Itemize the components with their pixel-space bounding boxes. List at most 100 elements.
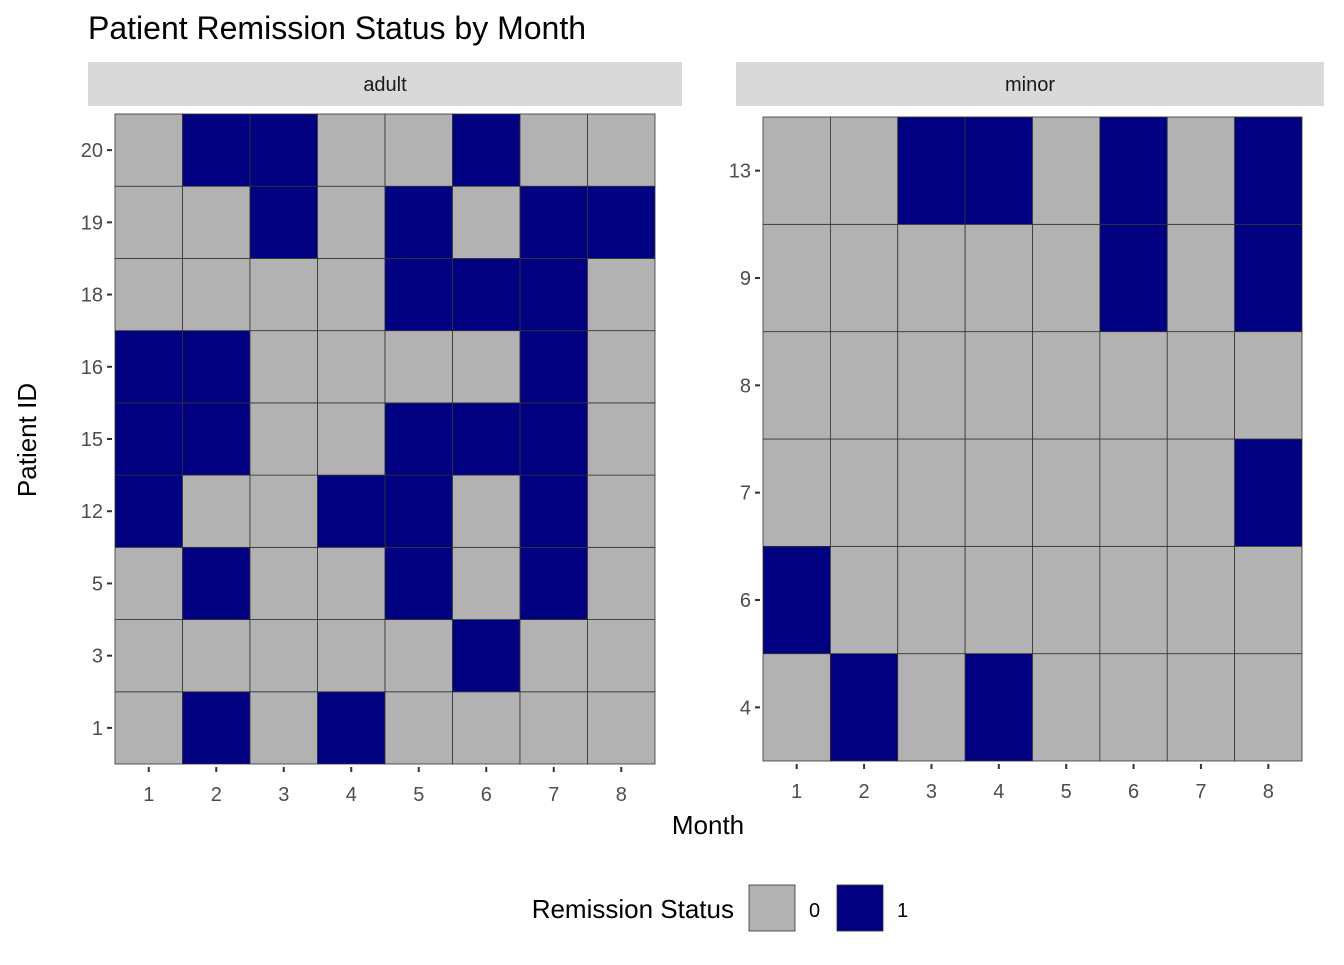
- x-tick-label: 1: [143, 784, 154, 806]
- heatmap-cell: [519, 402, 588, 476]
- heatmap-cell: [762, 438, 831, 547]
- heatmap-cell: [249, 185, 318, 259]
- heatmap-cell: [384, 113, 453, 187]
- heatmap-cell: [452, 546, 521, 620]
- x-tick-label: 3: [926, 781, 937, 803]
- heatmap-cell: [452, 113, 521, 187]
- heatmap-cell: [182, 185, 251, 259]
- heatmap-cell: [519, 258, 588, 332]
- heatmap-cell: [249, 546, 318, 620]
- heatmap-cell: [384, 258, 453, 332]
- heatmap-cell: [1234, 653, 1303, 762]
- heatmap-cell: [317, 691, 386, 765]
- heatmap-cell: [1099, 545, 1168, 655]
- x-axis-title: Month: [672, 810, 744, 840]
- heatmap-cell: [519, 185, 588, 259]
- x-tick-label: 6: [481, 784, 492, 806]
- heatmap-cell: [587, 474, 656, 548]
- heatmap-cell: [964, 331, 1033, 440]
- heatmap-cell: [1166, 223, 1236, 333]
- y-tick-label: 4: [740, 697, 751, 719]
- heatmap-cell: [1032, 116, 1101, 225]
- heatmap-cell: [249, 474, 318, 548]
- x-tick-label: 2: [211, 784, 222, 806]
- heatmap-cell: [1166, 116, 1236, 225]
- heatmap-cell: [762, 116, 831, 225]
- y-tick-label: 12: [81, 501, 103, 523]
- y-tick-label: 1: [92, 718, 103, 740]
- legend-key-0: [748, 884, 796, 932]
- facet-strip-label: adult: [363, 74, 407, 96]
- heatmap-cell: [317, 402, 386, 476]
- heatmap-cell: [897, 223, 966, 333]
- heatmap-cell: [829, 438, 899, 547]
- x-tick-label: 8: [1263, 781, 1274, 803]
- heatmap-cell: [114, 185, 183, 259]
- heatmap-cell: [452, 258, 521, 332]
- heatmap-cell: [317, 474, 386, 548]
- heatmap-cell: [1166, 438, 1236, 547]
- y-axis-title: Patient ID: [12, 383, 42, 497]
- heatmap-cell: [182, 619, 251, 693]
- y-tick-label: 20: [81, 140, 103, 162]
- heatmap-cell: [587, 113, 656, 187]
- heatmap-cell: [519, 330, 588, 404]
- legend-label: 0: [809, 900, 820, 922]
- y-tick-label: 3: [92, 646, 103, 668]
- heatmap-cell: [182, 474, 251, 548]
- heatmap-cell: [249, 691, 318, 765]
- heatmap-cell: [114, 330, 183, 404]
- heatmap-cell: [587, 258, 656, 332]
- x-tick-label: 8: [616, 784, 627, 806]
- legend-label: 1: [897, 900, 908, 922]
- heatmap-cell: [452, 619, 521, 693]
- heatmap-cell: [964, 438, 1033, 547]
- heatmap-cell: [897, 116, 966, 225]
- heatmap-cell: [182, 330, 251, 404]
- x-tick-label: 5: [1061, 781, 1072, 803]
- heatmap-cell: [829, 223, 899, 333]
- heatmap-cell: [182, 113, 251, 187]
- heatmap-cell: [384, 402, 453, 476]
- legend-key-1: [836, 884, 884, 932]
- heatmap-cell: [182, 691, 251, 765]
- heatmap-cell: [182, 402, 251, 476]
- x-tick-label: 5: [413, 784, 424, 806]
- heatmap-cell: [452, 691, 521, 765]
- heatmap-cell: [964, 653, 1033, 762]
- facet-panel-minor: minor 4 6 7 8 9 13 1 2 3 4 5 6 7 8: [729, 62, 1324, 803]
- heatmap-cell: [317, 619, 386, 693]
- heatmap-cell: [587, 546, 656, 620]
- heatmap-cell: [762, 653, 831, 762]
- heatmap-cell: [317, 546, 386, 620]
- heatmap-cell: [114, 619, 183, 693]
- heatmap-cell: [897, 653, 966, 762]
- heatmap-cell: [1099, 438, 1168, 547]
- y-tick-label: 5: [92, 573, 103, 595]
- heatmap-cell: [114, 113, 183, 187]
- heatmap-cell: [249, 258, 318, 332]
- heatmap-cell: [249, 330, 318, 404]
- heatmap-cell: [249, 619, 318, 693]
- heatmap-cell: [114, 474, 183, 548]
- heatmap-cell: [587, 330, 656, 404]
- heatmap-cell: [1032, 438, 1101, 547]
- heatmap-cell: [182, 258, 251, 332]
- heatmap-cell: [114, 258, 183, 332]
- heatmap-cell: [317, 330, 386, 404]
- heatmap-cell: [1166, 653, 1236, 762]
- heatmap-cell: [114, 691, 183, 765]
- heatmap-cell: [384, 330, 453, 404]
- heatmap-cell: [452, 330, 521, 404]
- x-tick-label: 4: [346, 784, 357, 806]
- y-tick-label: 6: [740, 590, 751, 612]
- heatmap-cell: [587, 402, 656, 476]
- heatmap-cell: [519, 474, 588, 548]
- heatmap-cell: [1032, 223, 1101, 333]
- facet-strip-minor: [736, 62, 1324, 106]
- heatmap-cell: [829, 331, 899, 440]
